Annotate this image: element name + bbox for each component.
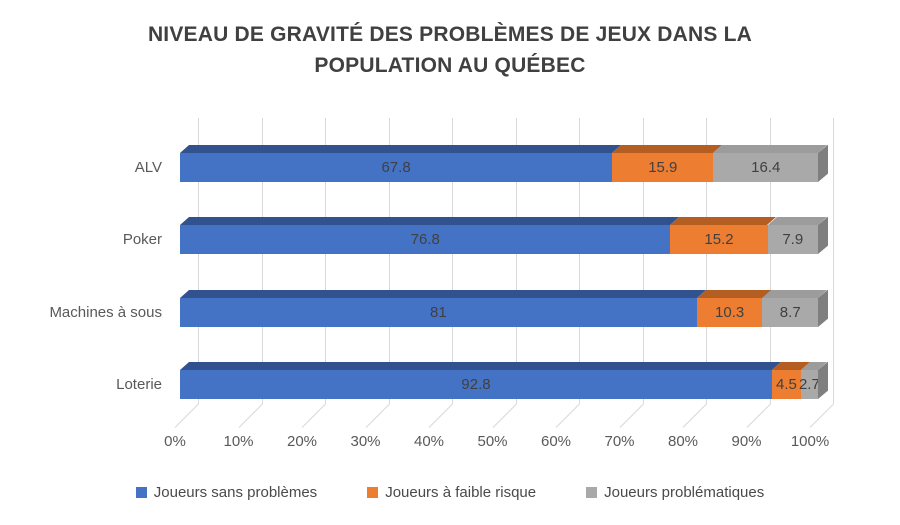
x-axis-tick-label: 90% xyxy=(731,433,762,450)
bar-segment-top-face xyxy=(180,217,680,225)
gridline xyxy=(642,118,644,404)
axis-tick-foot xyxy=(301,404,326,428)
y-axis-category-label: Poker xyxy=(122,231,162,248)
axis-tick-foot xyxy=(682,404,707,428)
bar-data-label: 15.2 xyxy=(704,231,734,248)
chart-title: NIVEAU DE GRAVITÉ DES PROBLÈMES DE JEUX … xyxy=(0,19,900,81)
gridline xyxy=(706,118,707,404)
bar-segment xyxy=(772,370,801,399)
legend-item: Joueurs problématiques xyxy=(586,484,764,501)
bar-segment xyxy=(612,153,714,182)
bar-data-label: 8.7 xyxy=(779,304,801,321)
gridline xyxy=(388,118,390,404)
bar-segment xyxy=(180,225,671,254)
gridline xyxy=(833,118,834,404)
gridline xyxy=(515,118,517,404)
bar-segment-top-face xyxy=(670,217,777,225)
bar-segment-top-face xyxy=(180,362,782,370)
gridline xyxy=(769,118,771,404)
legend-marker-icon xyxy=(367,487,379,498)
x-axis-tick-label: 100% xyxy=(790,433,830,450)
bar-end-cap xyxy=(818,145,828,182)
bar-segment xyxy=(180,153,613,182)
bar-segment xyxy=(696,298,763,327)
chart-title-line-2: POPULATION AU QUÉBEC xyxy=(314,54,586,77)
legend: Joueurs sans problèmes Joueurs à faible r… xyxy=(0,484,900,501)
bar-segment-top-face xyxy=(696,290,772,298)
bar-segment-top-face xyxy=(180,290,706,298)
bar-segment xyxy=(180,298,697,327)
bar-end-cap xyxy=(818,290,828,327)
gridline xyxy=(579,118,580,404)
bar-data-label: 76.8 xyxy=(410,231,440,248)
bar-segment-top-face xyxy=(612,145,723,153)
bar-data-label: 4.5 xyxy=(775,376,797,393)
axis-tick-foot xyxy=(492,404,516,428)
legend-item: Joueurs sans problèmes xyxy=(135,484,318,501)
bar-segment xyxy=(670,225,768,254)
axis-tick-foot xyxy=(619,404,643,428)
x-axis-tick-label: 60% xyxy=(540,433,572,450)
x-axis-tick-label: 40% xyxy=(413,433,445,450)
axis-tick-foot xyxy=(746,404,770,428)
axis-tick-foot xyxy=(428,404,453,428)
axis-tick-foot xyxy=(809,404,834,428)
gridline xyxy=(261,118,263,404)
chart-title-line-1: NIVEAU DE GRAVITÉ DES PROBLÈMES DE JEUX … xyxy=(147,23,753,46)
x-axis-tick-label: 10% xyxy=(223,433,254,450)
axis-tick-foot xyxy=(365,404,389,428)
legend-label: Joueurs sans problèmes xyxy=(153,484,318,501)
bar-segment xyxy=(767,225,818,254)
bar-segment xyxy=(800,370,818,399)
x-axis-tick-label: 0% xyxy=(164,433,186,450)
bar-data-label: 92.8 xyxy=(461,376,491,393)
x-axis-tick-label: 30% xyxy=(350,433,381,450)
axis-tick-foot xyxy=(238,404,262,428)
bar-data-label: 10.3 xyxy=(715,304,745,321)
legend-marker-icon xyxy=(586,487,598,498)
legend-label: Joueurs problématiques xyxy=(604,484,765,501)
axis-tick-foot xyxy=(555,404,580,428)
bar-data-label: 7.9 xyxy=(782,231,804,248)
x-axis-tick-label: 50% xyxy=(477,433,508,450)
x-axis-tick-label: 80% xyxy=(667,433,699,450)
bar-segment xyxy=(762,298,818,327)
gridline xyxy=(198,118,199,404)
y-axis-category-label: ALV xyxy=(134,159,162,176)
gridline xyxy=(325,118,326,404)
bar-end-cap xyxy=(818,362,828,399)
axis-tick-foot xyxy=(174,404,199,428)
bar-segment-top-face xyxy=(180,145,622,153)
bar-data-label: 81 xyxy=(430,304,447,321)
bar-data-label: 16.4 xyxy=(751,159,781,176)
x-axis-tick-label: 70% xyxy=(604,433,635,450)
x-axis-tick-label: 20% xyxy=(286,433,318,450)
gridline xyxy=(452,118,453,404)
legend-label: Joueurs à faible risque xyxy=(385,484,537,501)
bar-segment-top-face xyxy=(713,145,827,153)
bar-data-label: 67.8 xyxy=(381,159,411,176)
legend-item: Joueurs à faible risque xyxy=(367,484,536,501)
bar-data-label: 15.9 xyxy=(648,159,678,176)
legend-marker-icon xyxy=(135,487,147,498)
y-axis-category-label: Loterie xyxy=(116,376,162,393)
y-axis-category-label: Machines à sous xyxy=(49,304,162,321)
bar-segment xyxy=(180,370,773,399)
bar-end-cap xyxy=(818,217,828,254)
bar-segment xyxy=(713,153,818,182)
bar-data-label: 2.7 xyxy=(798,376,820,393)
